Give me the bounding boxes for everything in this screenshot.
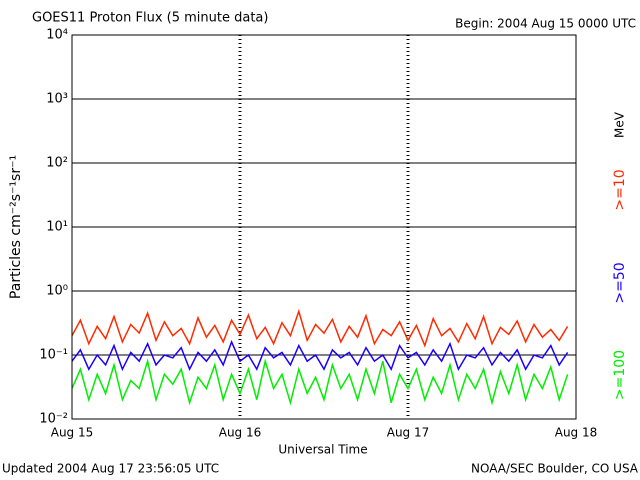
- x-tick-label: Aug 17: [387, 426, 430, 440]
- legend-entry: >=100: [612, 350, 628, 400]
- y-tick-label: 10²: [46, 156, 68, 171]
- x-tick-label: Aug 15: [51, 426, 94, 440]
- y-tick-label: 10⁴: [46, 28, 68, 43]
- series-line: [71, 308, 569, 348]
- y-axis-label: Particles cm⁻²s⁻¹sr⁻¹: [8, 155, 24, 299]
- series-line: [71, 358, 569, 406]
- legend-entry: >=50: [612, 262, 628, 303]
- x-axis-label: Universal Time: [278, 443, 367, 457]
- footer-left: Updated 2004 Aug 17 23:56:05 UTC: [2, 462, 219, 476]
- x-tick-label: Aug 16: [219, 426, 262, 440]
- chart-subtitle: Begin: 2004 Aug 15 0000 UTC: [455, 17, 636, 31]
- chart-title: GOES11 Proton Flux (5 minute data): [32, 11, 268, 26]
- y-tick-label: 10³: [46, 92, 68, 107]
- y-tick-label: 10⁻²: [39, 412, 68, 427]
- footer-right: NOAA/SEC Boulder, CO USA: [471, 462, 639, 476]
- legend-entry: >=10: [612, 169, 628, 210]
- plot-frame: [71, 34, 577, 420]
- y-tick-label: 10¹: [46, 220, 68, 235]
- x-tick-label: Aug 18: [555, 426, 598, 440]
- series-line: [71, 339, 569, 372]
- y-tick-label: 10⁰: [46, 284, 68, 299]
- legend-unit: MeV: [613, 111, 627, 138]
- y-tick-label: 10⁻¹: [39, 348, 68, 363]
